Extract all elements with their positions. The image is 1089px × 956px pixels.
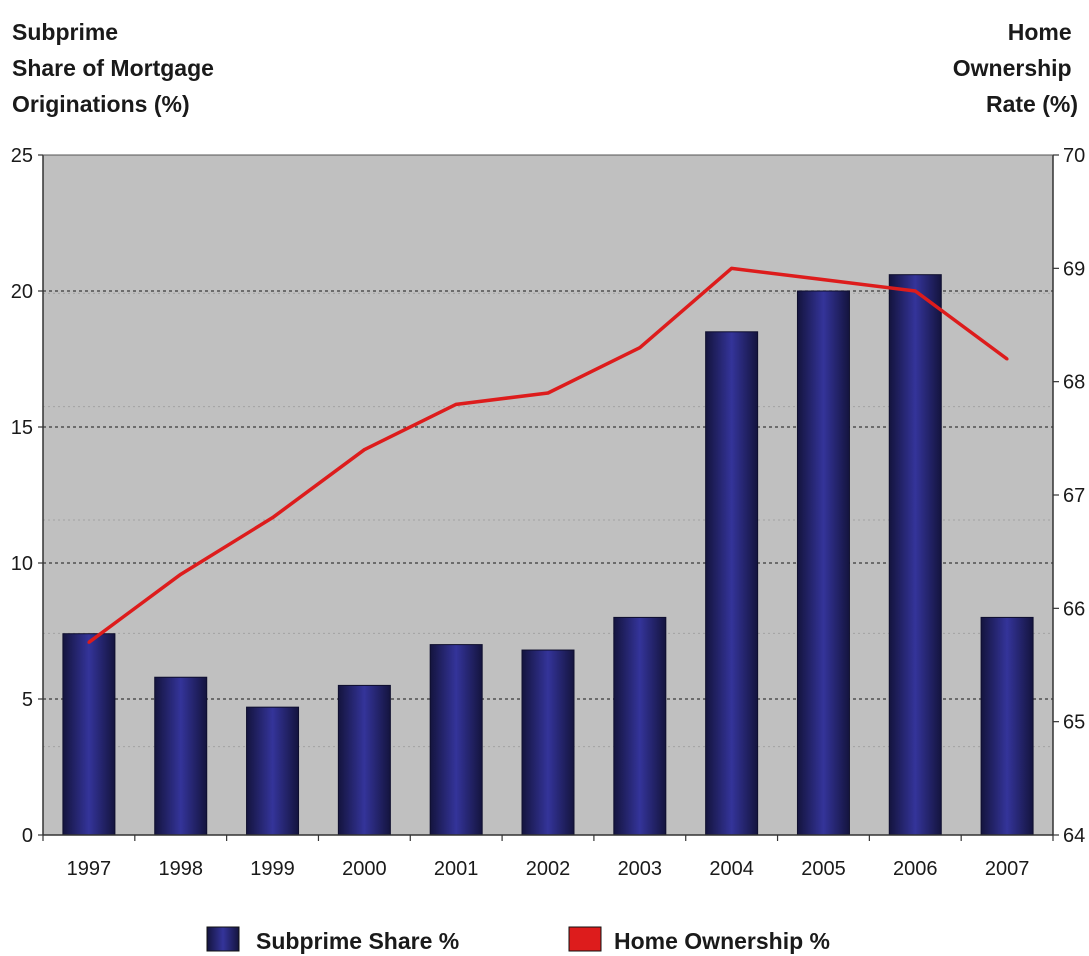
right-axis-ticks: 64 65 66 67 68 69 70 bbox=[1053, 145, 1085, 847]
right-tick-label: 67 bbox=[1063, 485, 1085, 507]
right-axis-title-line-2: Ownership bbox=[953, 55, 1072, 81]
left-tick-label: 5 bbox=[22, 689, 33, 711]
right-tick-label: 69 bbox=[1063, 258, 1085, 280]
line-series bbox=[87, 266, 1009, 644]
home-ownership-point-1999 bbox=[271, 516, 275, 520]
legend-label-home-ownership: Home Ownership % bbox=[614, 928, 830, 954]
home-ownership-point-1998 bbox=[179, 572, 183, 576]
bar-2000 bbox=[337, 684, 391, 836]
x-tick-label: 2004 bbox=[709, 858, 754, 880]
home-ownership-point-2000 bbox=[362, 448, 366, 452]
home-ownership-point-2004 bbox=[730, 266, 734, 270]
legend: Subprime Share % Home Ownership % bbox=[206, 926, 830, 954]
legend-label-subprime: Subprime Share % bbox=[256, 928, 459, 954]
bar-2005 bbox=[796, 290, 850, 836]
x-tick-label: 2006 bbox=[893, 858, 938, 880]
right-tick-label: 68 bbox=[1063, 372, 1085, 394]
home-ownership-point-1997 bbox=[87, 640, 91, 644]
left-axis-title: Subprime Share of Mortgage Originations … bbox=[12, 19, 220, 117]
x-tick-label: 2007 bbox=[985, 858, 1030, 880]
left-tick-label: 0 bbox=[22, 825, 33, 847]
bar-2007 bbox=[980, 616, 1034, 836]
x-tick-label: 1997 bbox=[67, 858, 112, 880]
x-tick-label: 2005 bbox=[801, 858, 846, 880]
x-tick-label: 2002 bbox=[526, 858, 571, 880]
left-tick-label: 15 bbox=[11, 417, 33, 439]
bar-2003 bbox=[613, 616, 667, 836]
left-axis-title-line-3: Originations (%) bbox=[12, 91, 190, 117]
left-axis-ticks: 0 5 10 15 20 25 bbox=[11, 145, 43, 847]
gridlines bbox=[43, 290, 1053, 748]
right-axis-title-line-1: Home bbox=[1008, 19, 1072, 45]
legend-swatch-subprime bbox=[206, 926, 240, 952]
left-tick-label: 20 bbox=[11, 281, 33, 303]
x-tick-label: 1998 bbox=[158, 858, 203, 880]
bars-series bbox=[62, 274, 1034, 836]
x-tick-label: 2000 bbox=[342, 858, 387, 880]
legend-swatch-home-ownership bbox=[568, 926, 602, 952]
bar-1998 bbox=[154, 676, 208, 836]
left-tick-label: 10 bbox=[11, 553, 33, 575]
home-ownership-point-2006 bbox=[913, 289, 917, 293]
bar-1999 bbox=[246, 706, 300, 836]
home-ownership-point-2001 bbox=[454, 402, 458, 406]
bar-2001 bbox=[429, 644, 483, 836]
x-tick-label: 2001 bbox=[434, 858, 479, 880]
home-ownership-point-2003 bbox=[638, 346, 642, 350]
right-tick-label: 70 bbox=[1063, 145, 1085, 167]
left-axis-title-line-1: Subprime bbox=[12, 19, 118, 45]
right-tick-label: 64 bbox=[1063, 825, 1085, 847]
left-tick-label: 25 bbox=[11, 145, 33, 167]
bar-2004 bbox=[705, 331, 759, 836]
x-tick-label: 2003 bbox=[618, 858, 663, 880]
right-tick-label: 65 bbox=[1063, 712, 1085, 734]
home-ownership-point-2002 bbox=[546, 391, 550, 395]
bar-1997 bbox=[62, 633, 116, 836]
left-axis-title-line-2: Share of Mortgage bbox=[12, 55, 214, 81]
x-tick-label: 1999 bbox=[250, 858, 295, 880]
bar-2002 bbox=[521, 649, 575, 836]
home-ownership-point-2005 bbox=[821, 278, 825, 282]
bar-2006 bbox=[888, 274, 942, 836]
right-axis-title: Home Ownership Rate (%) bbox=[953, 19, 1078, 117]
right-axis-title-line-3: Rate (%) bbox=[986, 91, 1078, 117]
right-tick-label: 66 bbox=[1063, 598, 1085, 620]
home-ownership-point-2007 bbox=[1005, 357, 1009, 361]
x-axis-ticks: 1997 1998 1999 2000 2001 2002 2003 2004 2005 2006… bbox=[42, 835, 1054, 880]
